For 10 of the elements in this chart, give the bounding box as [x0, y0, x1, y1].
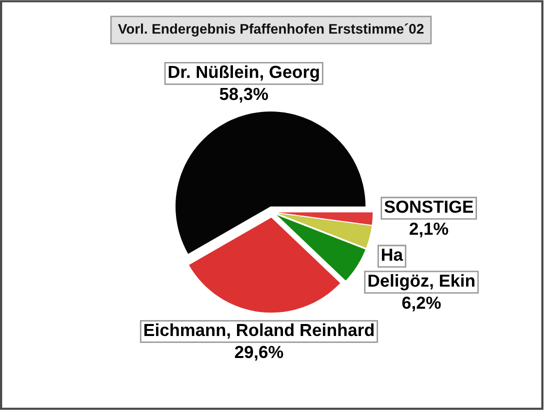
data-label: 6,2%	[402, 296, 441, 312]
data-label: 2,1%	[410, 222, 448, 238]
slice-label: SONSTIGE	[384, 200, 474, 213]
slice-label: Eichmann, Roland Reinhard	[144, 323, 374, 339]
slice-label: Ha	[382, 248, 404, 261]
data-label: 29,6%	[234, 346, 284, 361]
slice-label: Dr. Nüßlein, Georg	[168, 65, 319, 82]
data-label: 58,3%	[220, 88, 268, 103]
chart-title: Vorl. Endergebnis Pfaffenhofen Erststimme´02	[118, 23, 424, 37]
slice-label: Deligöz, Ekin	[368, 274, 474, 290]
